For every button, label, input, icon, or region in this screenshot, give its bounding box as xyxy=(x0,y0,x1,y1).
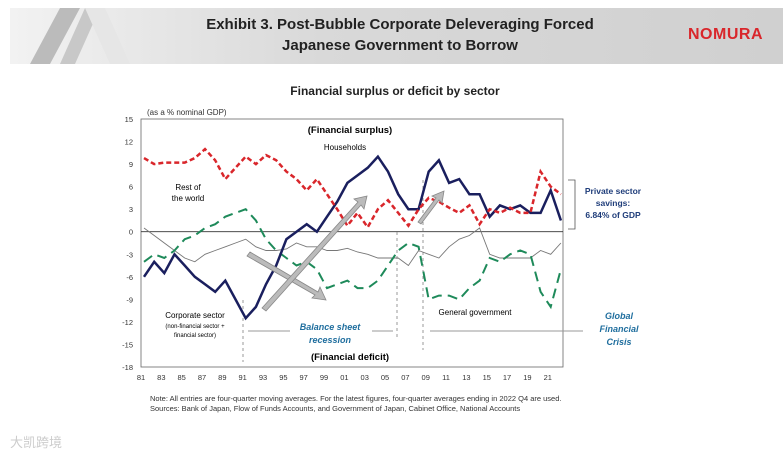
y-tick-label: -15 xyxy=(122,340,133,349)
y-tick-label: 12 xyxy=(125,138,133,147)
series-line-rest-of-the-world xyxy=(143,227,562,267)
private-savings-label: savings: xyxy=(596,198,631,208)
y-tick-label: 9 xyxy=(129,160,133,169)
x-tick-label: 99 xyxy=(320,373,328,382)
y-tick-label: -6 xyxy=(126,273,133,282)
y-tick-label: 6 xyxy=(129,183,133,192)
x-tick-label: 01 xyxy=(340,373,348,382)
x-tick-label: 89 xyxy=(218,373,226,382)
y-tick-label: -12 xyxy=(122,318,133,327)
x-tick-label: 13 xyxy=(462,373,470,382)
surplus-label: (Financial surplus) xyxy=(308,125,392,136)
chart-note: Note: All entries are four-quarter movin… xyxy=(150,394,562,413)
x-tick-label: 91 xyxy=(239,373,247,382)
x-tick-label: 93 xyxy=(259,373,267,382)
households-label: Households xyxy=(324,143,366,152)
x-tick-label: 81 xyxy=(137,373,145,382)
x-tick-label: 03 xyxy=(361,373,369,382)
decorative-stripes-icon xyxy=(30,8,130,64)
y-tick-label: 0 xyxy=(129,228,133,237)
exhibit-title: Exhibit 3. Post-Bubble Corporate Delever… xyxy=(206,16,594,54)
gfc-label: Crisis xyxy=(606,337,631,347)
gray-arrows xyxy=(246,190,445,312)
y-tick-label: 15 xyxy=(125,115,133,124)
row-label: the world xyxy=(172,194,204,203)
series-line-general-government xyxy=(143,208,562,310)
x-tick-label: 09 xyxy=(422,373,430,382)
gfc-label: Financial xyxy=(599,324,639,334)
x-tick-label: 85 xyxy=(178,373,186,382)
series-line-corporate-sector xyxy=(142,154,563,321)
y-tick-label: -18 xyxy=(122,363,133,372)
plot-frame xyxy=(140,118,564,368)
y-axis-label: (as a % nominal GDP) xyxy=(147,108,227,117)
private-savings-label: 6.84% of GDP xyxy=(585,210,641,220)
series-line-households xyxy=(143,147,562,230)
nomura-logo: NOMURA xyxy=(688,26,763,43)
x-tick-label: 15 xyxy=(483,373,491,382)
x-tick-label: 07 xyxy=(401,373,409,382)
bsr-label: recession xyxy=(309,335,352,345)
x-tick-label: 87 xyxy=(198,373,206,382)
government-label: General government xyxy=(439,308,513,317)
x-tick-label: 97 xyxy=(300,373,308,382)
chart-title: Financial surplus or deficit by sector xyxy=(290,84,500,98)
x-tick-label: 19 xyxy=(523,373,531,382)
y-tick-label: -3 xyxy=(126,250,133,259)
x-tick-label: 17 xyxy=(503,373,511,382)
corporate-sub-label: financial sector) xyxy=(174,333,216,339)
watermark: 大凯跨境 xyxy=(10,435,63,450)
row-label: Rest of xyxy=(175,183,201,192)
x-tick-label: 95 xyxy=(279,373,287,382)
gfc-label: Global xyxy=(605,311,634,321)
deficit-label: (Financial deficit) xyxy=(311,352,389,363)
x-tick-label: 11 xyxy=(442,373,450,382)
y-tick-label: 3 xyxy=(129,205,133,214)
corporate-sub-label: (non-financial sector + xyxy=(165,324,225,330)
x-tick-label: 83 xyxy=(157,373,165,382)
y-tick-label: -9 xyxy=(126,295,133,304)
x-tick-label: 05 xyxy=(381,373,389,382)
x-tick-label: 21 xyxy=(544,373,552,382)
private-savings-label: Private sector xyxy=(585,186,642,196)
corporate-label: Corporate sector xyxy=(165,311,225,320)
bsr-label: Balance sheet xyxy=(300,322,362,332)
header-banner xyxy=(10,8,783,64)
